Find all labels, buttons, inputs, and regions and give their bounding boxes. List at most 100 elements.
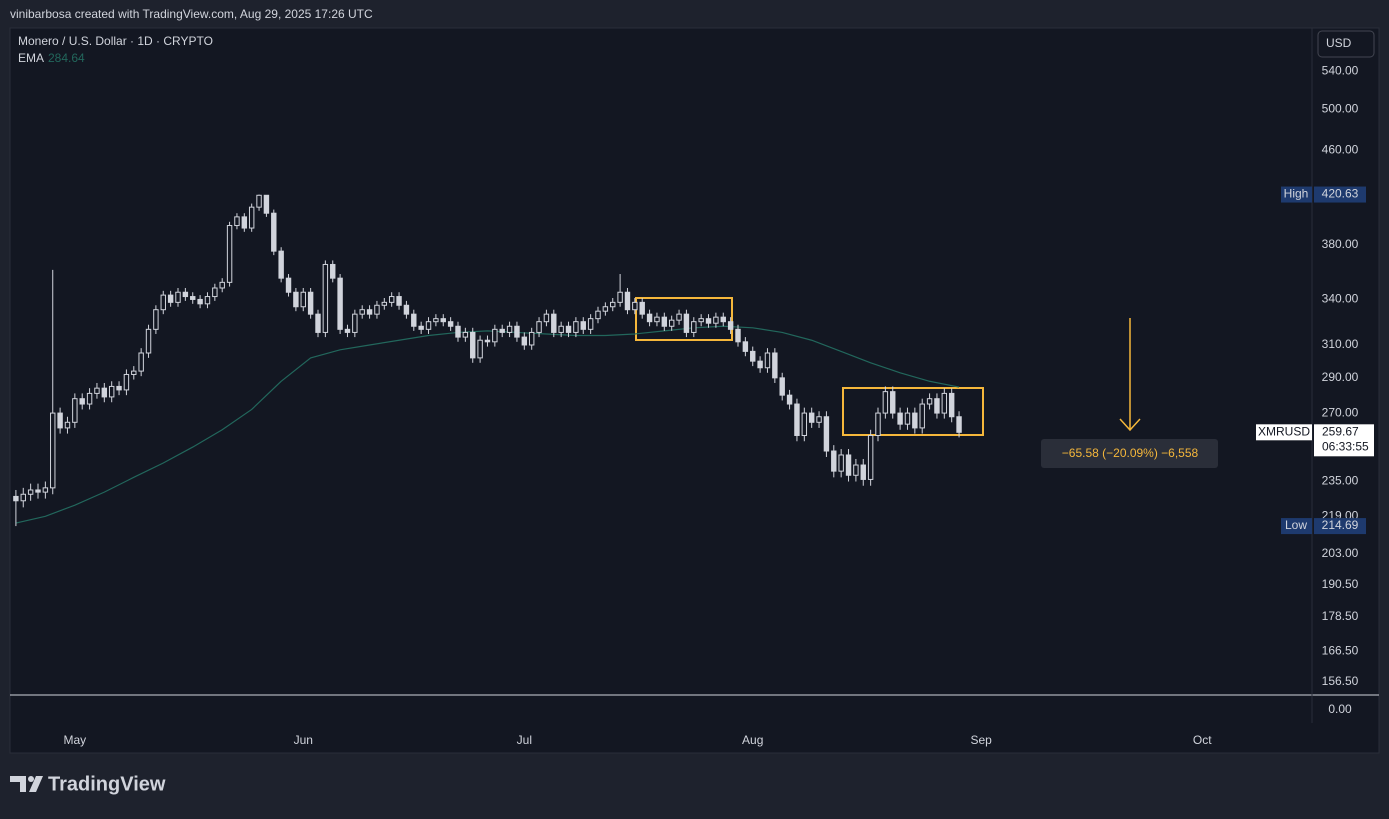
candle-body <box>72 398 78 423</box>
y-tick-label: 460.00 <box>1322 143 1359 157</box>
chart-pane <box>9 27 1380 754</box>
candle-body <box>278 250 284 279</box>
candle-body <box>941 392 948 414</box>
candle-body <box>182 291 189 298</box>
candle-body <box>293 291 299 308</box>
x-tick-label: Jul <box>517 733 532 747</box>
candle-body <box>167 294 174 303</box>
candle-body <box>772 352 778 379</box>
ema-legend-value: 284.64 <box>48 51 85 65</box>
candle-body <box>285 277 292 293</box>
arrow-head <box>1119 418 1141 432</box>
candle-body <box>396 296 402 306</box>
measure-label: −65.58 (−20.09%) −6,558 <box>1062 446 1199 460</box>
candle-body <box>366 309 373 315</box>
candle-body <box>20 493 26 502</box>
candle-body <box>912 412 918 429</box>
candle-body <box>514 325 520 338</box>
candle-body <box>440 318 446 323</box>
candle-body <box>300 291 306 308</box>
price-tag-label: High <box>1284 187 1309 201</box>
candle-body <box>867 434 874 480</box>
price-tag-value: 214.69 <box>1322 518 1359 532</box>
candle-body <box>934 398 940 414</box>
y-tick-label: 156.50 <box>1322 674 1359 688</box>
candle-body <box>315 313 321 333</box>
price-tag-value: 420.63 <box>1322 187 1359 201</box>
candle-body <box>573 321 579 333</box>
candle-body <box>882 391 889 414</box>
candle-body <box>779 377 785 396</box>
candle-body <box>536 321 542 333</box>
candle-body <box>42 487 49 493</box>
y-tick-label: 310.00 <box>1322 337 1359 351</box>
candle-body <box>698 318 704 323</box>
candle-body <box>447 321 454 327</box>
y-tick-label: 340.00 <box>1322 292 1359 306</box>
candle-body <box>617 291 623 303</box>
candle-body <box>890 391 896 414</box>
candle-body <box>521 336 528 346</box>
candle-body <box>271 212 277 252</box>
candle-body <box>580 321 586 330</box>
currency-button[interactable] <box>1317 30 1375 58</box>
y-tick-label: 178.50 <box>1322 609 1359 623</box>
candle-body <box>477 339 483 359</box>
candle-body <box>853 464 859 476</box>
candle-body <box>359 309 365 315</box>
candle-body <box>801 412 808 436</box>
last-price: 259.67 <box>1322 424 1359 438</box>
candle-body <box>234 216 240 227</box>
candle-body <box>823 416 830 452</box>
candle-body <box>50 412 56 489</box>
candle-body <box>425 321 432 330</box>
candle-body <box>263 194 270 214</box>
candle-body <box>35 489 41 493</box>
candle-body <box>831 450 837 472</box>
candle-body <box>713 316 719 324</box>
candle-body <box>919 403 925 429</box>
symbol-tag-bg <box>1256 424 1312 441</box>
y-tick-label: 290.00 <box>1322 370 1359 384</box>
candle-body <box>79 398 85 405</box>
candle-body <box>190 296 196 300</box>
candle-body <box>926 398 933 405</box>
x-tick-label: Sep <box>970 733 992 747</box>
candle-body <box>462 331 469 338</box>
candle-body <box>845 454 852 476</box>
countdown: 06:33:55 <box>1322 439 1369 453</box>
candle-body <box>757 360 763 369</box>
candle-body <box>101 387 108 398</box>
price-tag-bg <box>1281 186 1312 203</box>
chart-title: Monero / U.S. Dollar · 1D · CRYPTO <box>18 34 213 48</box>
y-tick-label: 190.50 <box>1322 577 1359 591</box>
candle-body <box>470 331 476 359</box>
candle-body <box>57 412 63 429</box>
candle-body <box>499 328 505 333</box>
candle-body <box>838 454 844 472</box>
candle-body <box>388 296 395 303</box>
candle-body <box>131 370 137 375</box>
candle-body <box>786 394 793 405</box>
y-tick-label: 540.00 <box>1322 64 1359 78</box>
candle-body <box>632 301 638 311</box>
candle-body <box>204 296 211 305</box>
candle-body <box>492 328 498 343</box>
candle-body <box>646 313 653 323</box>
ema-line <box>15 325 960 524</box>
candle-body <box>602 306 609 312</box>
candle-body <box>344 328 351 333</box>
candle-body <box>610 301 616 308</box>
y-tick-label: 203.00 <box>1322 546 1359 560</box>
candle-body <box>418 325 424 330</box>
price-tag-bg <box>1281 518 1312 535</box>
candle-body <box>145 328 152 354</box>
candle-body <box>381 301 388 306</box>
y-tick-label: 166.50 <box>1322 644 1359 658</box>
currency[interactable]: USD <box>1326 36 1352 50</box>
annotation-box <box>635 297 733 341</box>
candle-body <box>794 403 800 436</box>
candle-body <box>948 392 955 418</box>
